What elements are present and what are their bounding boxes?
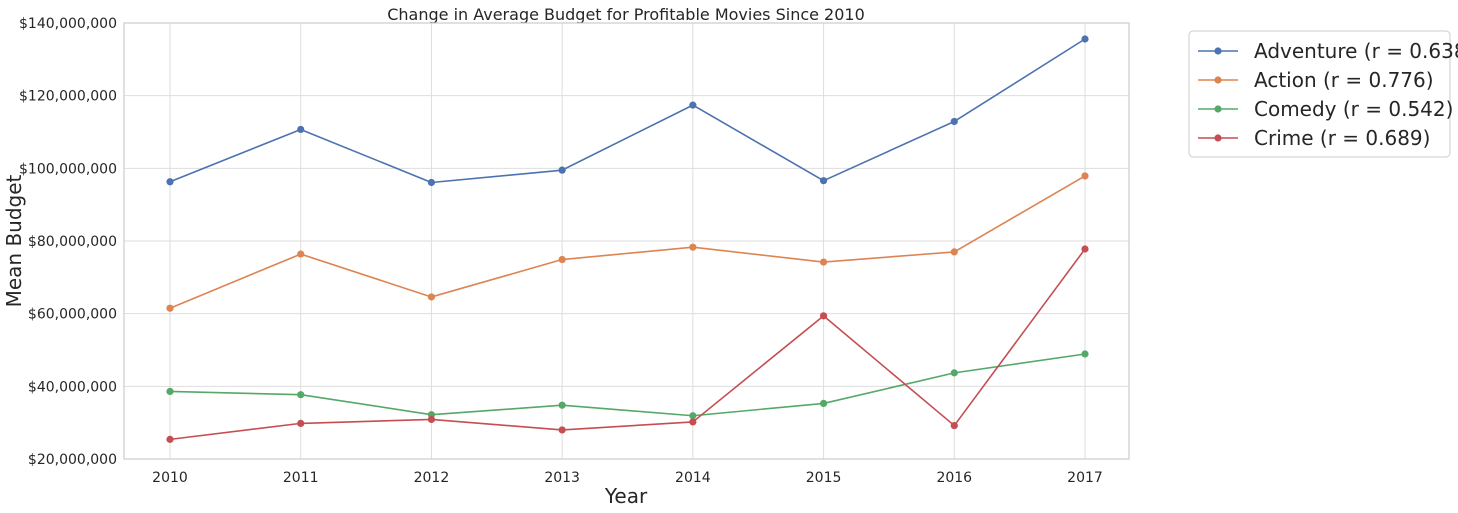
data-point-crime <box>689 418 697 426</box>
data-point-crime <box>950 421 958 430</box>
data-point-adventure <box>689 101 697 109</box>
y-tick-label: $80,000,000 <box>28 234 117 250</box>
y-tick-label: $60,000,000 <box>28 307 117 323</box>
series-adventure <box>166 35 1089 187</box>
data-point-action <box>166 304 174 312</box>
legend-item-adventure: Adventure (r = 0.638) <box>1198 39 1458 63</box>
data-point-action <box>297 250 305 258</box>
x-tick-label: 2015 <box>806 470 842 486</box>
legend-item-action: Action (r = 0.776) <box>1198 68 1434 92</box>
y-axis-ticks: $20,000,000 $40,000,000 $60,000,000 $80,000… <box>19 16 117 468</box>
y-tick-label: $120,000,000 <box>19 89 117 105</box>
x-tick-label: 2010 <box>152 470 188 486</box>
data-point-crime <box>297 419 305 427</box>
legend: Adventure (r = 0.638) Action (r = 0.776) C… <box>1188 30 1458 158</box>
legend-label-comedy: Comedy (r = 0.542) <box>1254 97 1453 121</box>
x-tick-label: 2016 <box>936 470 972 486</box>
data-point-adventure <box>427 178 436 187</box>
legend-label-crime: Crime (r = 0.689) <box>1254 126 1430 150</box>
x-tick-label: 2014 <box>675 470 711 486</box>
legend-marker-adventure <box>1214 47 1222 55</box>
data-point-adventure <box>819 177 828 185</box>
plot-frame <box>123 22 1130 460</box>
y-tick-label: $40,000,000 <box>28 379 117 395</box>
grid <box>124 22 1129 460</box>
legend-label-adventure: Adventure (r = 0.638) <box>1254 39 1458 63</box>
x-tick-label: 2011 <box>283 470 319 486</box>
data-point-action <box>819 258 828 266</box>
series-line-crime <box>169 248 1086 441</box>
data-point-comedy <box>166 387 174 396</box>
data-point-comedy <box>297 391 305 399</box>
legend-item-crime: Crime (r = 0.689) <box>1198 126 1430 150</box>
chart-title: Change in Average Budget for Profitable … <box>387 5 865 24</box>
legend-marker-action <box>1214 76 1222 84</box>
legend-marker-comedy <box>1214 105 1222 113</box>
data-point-adventure <box>950 117 958 126</box>
data-point-action <box>427 293 436 301</box>
x-tick-label: 2012 <box>414 470 450 486</box>
data-point-crime <box>558 426 566 434</box>
x-axis-title: Year <box>604 484 648 508</box>
series-line-adventure <box>169 38 1086 184</box>
y-axis-title: Mean Budget <box>2 174 26 307</box>
series-line-comedy <box>169 353 1086 417</box>
series-line-action <box>169 175 1086 309</box>
data-point-comedy <box>950 369 958 377</box>
x-tick-label: 2017 <box>1067 470 1103 486</box>
data-point-action <box>689 243 697 251</box>
y-tick-label: $100,000,000 <box>19 161 117 177</box>
legend-box <box>1188 30 1451 158</box>
x-axis-ticks: 2010 2011 2012 2013 2014 2015 2016 2017 <box>152 470 1103 486</box>
data-point-action <box>950 248 958 256</box>
data-point-crime <box>166 435 174 443</box>
data-point-comedy <box>689 412 697 420</box>
y-tick-label: $140,000,000 <box>19 16 117 32</box>
y-tick-label: $20,000,000 <box>28 452 117 468</box>
legend-item-comedy: Comedy (r = 0.542) <box>1198 97 1453 121</box>
legend-marker-crime <box>1214 134 1222 142</box>
data-point-adventure <box>166 178 174 186</box>
data-point-comedy <box>558 401 566 409</box>
data-point-adventure <box>1081 35 1089 43</box>
data-point-action <box>1081 172 1089 180</box>
x-tick-label: 2013 <box>544 470 580 486</box>
legend-label-action: Action (r = 0.776) <box>1254 68 1434 92</box>
series-crime <box>166 245 1089 443</box>
data-point-adventure <box>297 125 305 134</box>
data-point-comedy <box>1081 350 1089 358</box>
series-comedy <box>166 350 1089 420</box>
data-point-adventure <box>558 166 566 174</box>
data-point-crime <box>819 312 828 320</box>
data-point-crime <box>1081 245 1089 253</box>
data-point-crime <box>427 415 436 423</box>
data-point-action <box>558 255 566 264</box>
series-lines <box>166 35 1089 443</box>
series-action <box>166 172 1089 312</box>
data-point-comedy <box>819 399 828 408</box>
